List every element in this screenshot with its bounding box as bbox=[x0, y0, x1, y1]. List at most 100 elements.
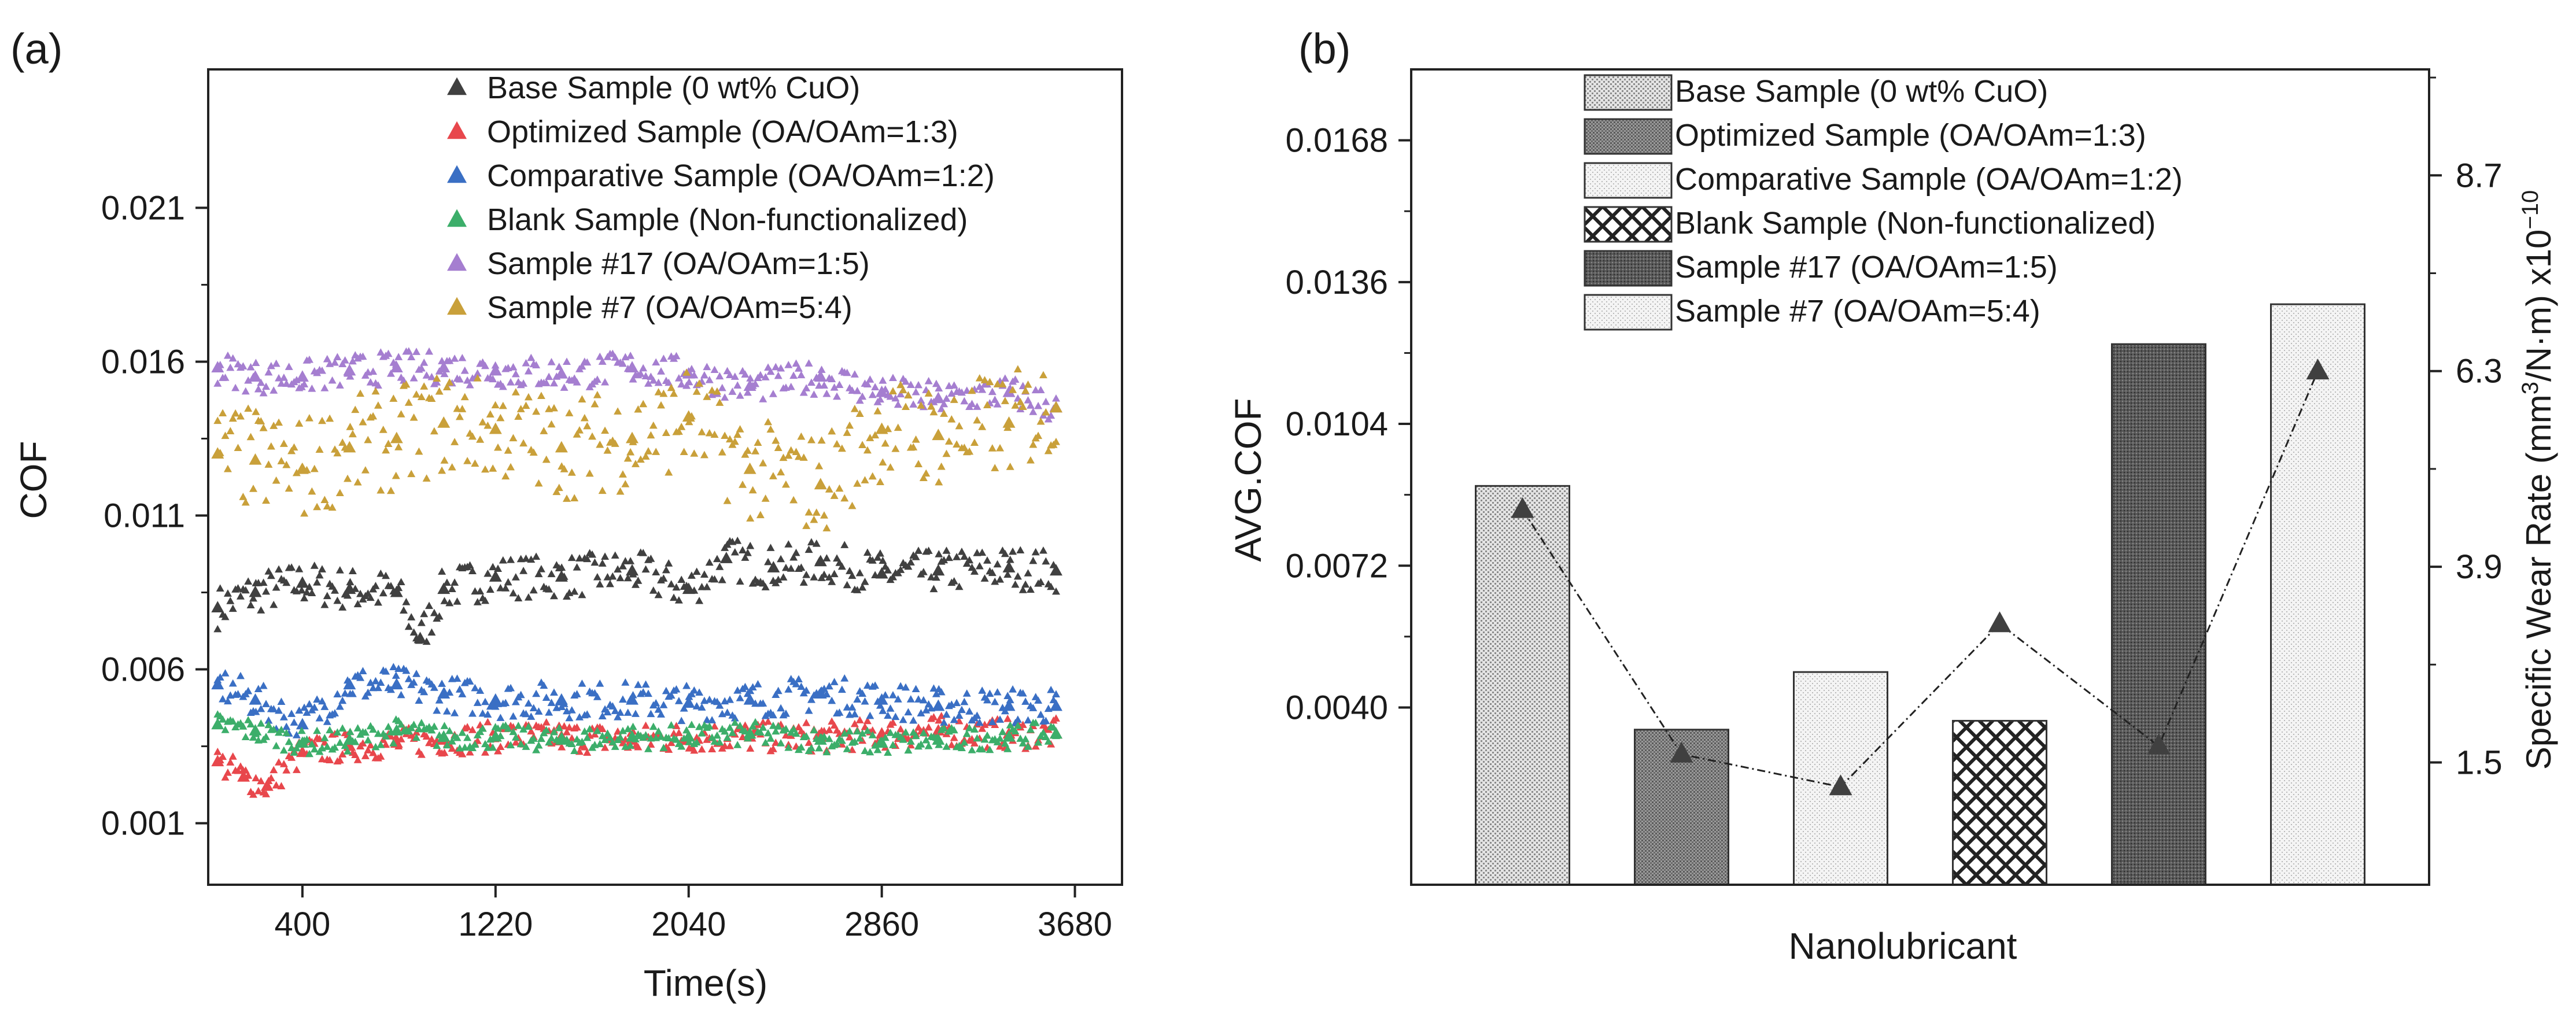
data-point-dense bbox=[733, 430, 742, 438]
data-point-dense bbox=[346, 372, 355, 380]
data-point-dense bbox=[420, 688, 429, 696]
data-point bbox=[1002, 416, 1016, 428]
data-point-dense bbox=[820, 381, 829, 389]
data-point-dense bbox=[611, 439, 619, 447]
data-point-dense bbox=[277, 782, 286, 789]
data-point-dense bbox=[944, 553, 953, 561]
data-point-dense bbox=[259, 424, 268, 431]
data-point-dense bbox=[641, 731, 650, 738]
data-point-dense bbox=[392, 733, 400, 740]
data-point-dense bbox=[1001, 707, 1009, 715]
data-point-dense bbox=[254, 685, 263, 693]
data-point-dense bbox=[1031, 742, 1040, 750]
data-point-dense bbox=[743, 446, 752, 454]
data-point-dense bbox=[583, 748, 592, 756]
data-point-dense bbox=[567, 734, 576, 742]
data-point-dense bbox=[346, 727, 355, 736]
data-point-dense bbox=[654, 378, 663, 386]
data-point-dense bbox=[902, 728, 910, 736]
data-point-dense bbox=[481, 465, 489, 473]
data-point-dense bbox=[466, 561, 474, 569]
data-point-dense bbox=[578, 362, 586, 370]
data-point-dense bbox=[1011, 401, 1020, 409]
data-point-dense bbox=[1016, 398, 1025, 405]
data-point-dense bbox=[451, 354, 459, 362]
data-point-dense bbox=[277, 379, 286, 387]
legend-label-3: Blank Sample (Non-functionalized) bbox=[1675, 206, 2156, 241]
data-point-dense bbox=[320, 703, 329, 710]
data-point-dense bbox=[1021, 386, 1030, 394]
data-point-dense bbox=[991, 464, 999, 471]
data-point-dense bbox=[484, 710, 492, 718]
data-point-dense bbox=[279, 713, 288, 721]
data-point-dense bbox=[580, 413, 589, 422]
data-point-dense bbox=[623, 725, 632, 733]
data-point-dense bbox=[466, 748, 474, 756]
panel-a-label: (a) bbox=[10, 25, 62, 73]
data-point-dense bbox=[282, 379, 291, 387]
data-point-dense bbox=[626, 448, 635, 456]
panel-b-y-axis-title: AVG.COF bbox=[1227, 398, 1269, 561]
data-point-dense bbox=[777, 555, 785, 563]
data-point-dense bbox=[315, 571, 324, 579]
legend-marker-1 bbox=[447, 121, 467, 139]
data-point-dense bbox=[377, 486, 385, 494]
data-point-dense bbox=[529, 704, 538, 712]
data-point-dense bbox=[993, 688, 1002, 696]
data-point-dense bbox=[1051, 587, 1060, 595]
data-point-dense bbox=[730, 714, 739, 722]
data-point-dense bbox=[858, 392, 867, 400]
data-point-dense bbox=[585, 469, 594, 477]
data-point-dense bbox=[667, 691, 676, 699]
data-point-dense bbox=[425, 347, 434, 355]
data-point-dense bbox=[703, 582, 711, 590]
data-point-dense bbox=[1036, 710, 1045, 718]
data-point-dense bbox=[830, 383, 839, 391]
data-point-dense bbox=[270, 386, 278, 394]
data-point-dense bbox=[359, 418, 367, 426]
data-point-dense bbox=[1001, 549, 1009, 557]
data-point-dense bbox=[718, 575, 726, 583]
data-point-dense bbox=[267, 442, 275, 450]
data-point-dense bbox=[275, 565, 283, 573]
data-point-dense bbox=[899, 715, 907, 723]
data-point-dense bbox=[1034, 401, 1043, 409]
data-point-dense bbox=[1042, 557, 1050, 565]
y-tick-label: 0.006 bbox=[101, 651, 185, 689]
data-point-dense bbox=[326, 756, 334, 764]
y2-tick-label: 8.7 bbox=[2456, 157, 2503, 194]
data-point bbox=[743, 693, 756, 705]
data-point-dense bbox=[1001, 374, 1009, 382]
data-point-dense bbox=[919, 696, 928, 704]
data-point-dense bbox=[761, 494, 770, 502]
data-point bbox=[1002, 699, 1016, 711]
data-point-dense bbox=[713, 731, 721, 739]
data-point-dense bbox=[527, 353, 536, 361]
data-point-dense bbox=[680, 734, 688, 742]
data-point-dense bbox=[409, 374, 418, 382]
data-point-dense bbox=[555, 363, 563, 370]
data-point-dense bbox=[692, 702, 701, 710]
data-point-dense bbox=[685, 584, 693, 592]
data-point bbox=[875, 385, 888, 397]
data-point-dense bbox=[962, 386, 971, 394]
data-point-dense bbox=[779, 453, 788, 461]
data-point-dense bbox=[950, 381, 958, 389]
data-point-dense bbox=[850, 710, 859, 718]
data-point-dense bbox=[593, 390, 601, 398]
data-point-dense bbox=[267, 571, 275, 579]
data-point-dense bbox=[341, 741, 349, 749]
data-point-dense bbox=[703, 393, 711, 400]
data-point-dense bbox=[1011, 580, 1020, 588]
data-point-dense bbox=[440, 722, 449, 729]
data-point-dense bbox=[540, 681, 548, 689]
data-point-dense bbox=[451, 438, 459, 445]
data-point-dense bbox=[223, 769, 232, 776]
data-point-dense bbox=[549, 379, 558, 387]
data-point bbox=[260, 779, 274, 791]
data-point-dense bbox=[392, 588, 400, 596]
data-point-dense bbox=[1024, 742, 1032, 750]
data-point-dense bbox=[246, 363, 255, 371]
data-point-dense bbox=[1006, 463, 1014, 470]
data-point-dense bbox=[496, 413, 505, 422]
